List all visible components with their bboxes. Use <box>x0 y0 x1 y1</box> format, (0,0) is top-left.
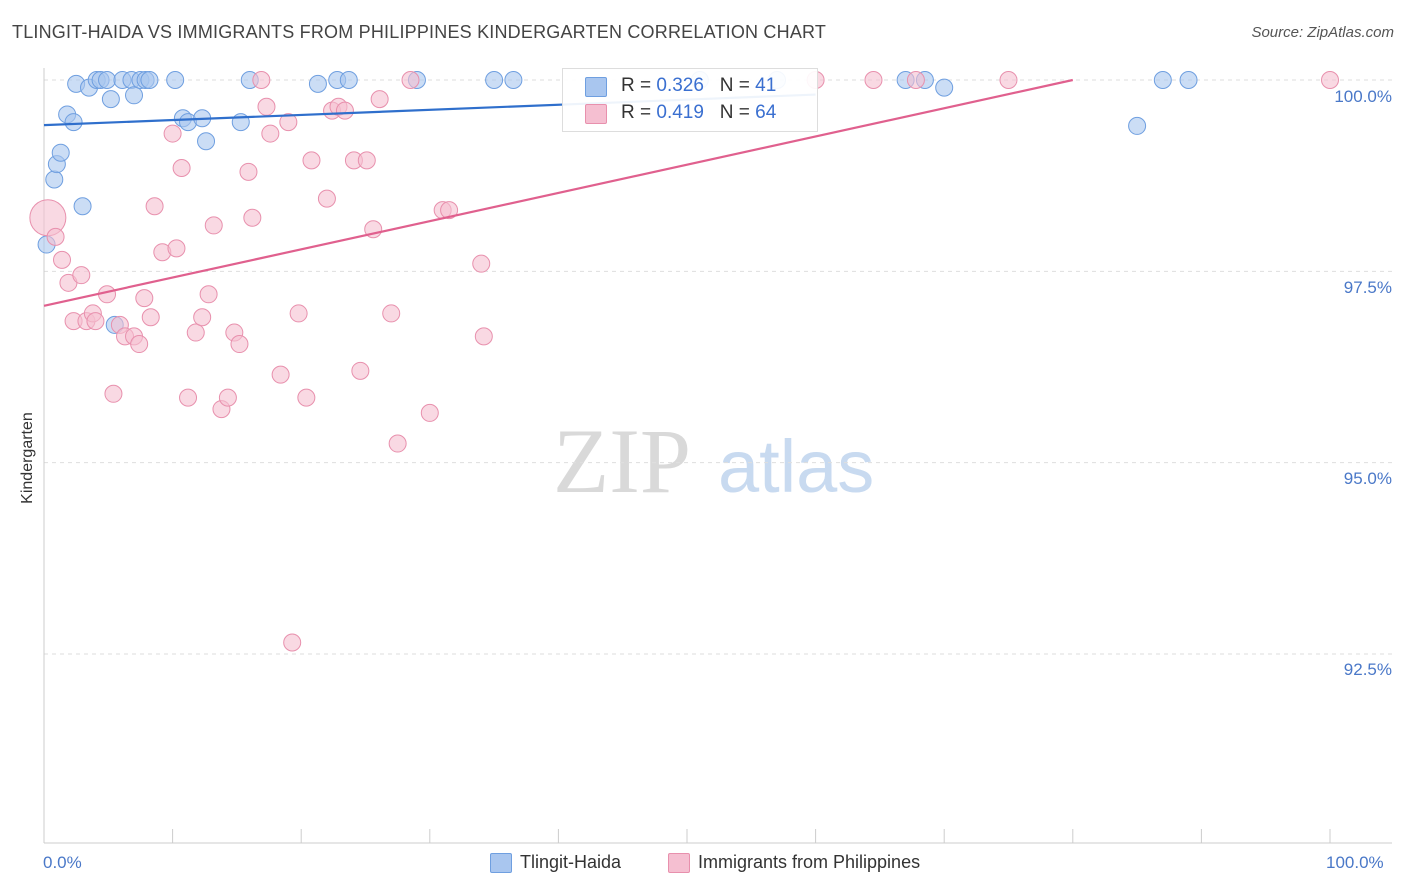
chart-title: TLINGIT-HAIDA VS IMMIGRANTS FROM PHILIPP… <box>12 22 827 42</box>
philippines-point <box>401 71 420 89</box>
philippines-point <box>257 97 276 116</box>
philippines-point <box>474 327 493 346</box>
tlingit-haida-point <box>935 78 954 97</box>
philippines-point <box>218 388 237 407</box>
philippines-point <box>179 388 198 407</box>
legend-r-label: R = <box>621 75 657 96</box>
philippines-point <box>440 201 459 220</box>
tlingit-haida-point <box>140 71 159 89</box>
tlingit-haida-point <box>197 132 216 151</box>
philippines-point <box>135 289 154 308</box>
philippines-point <box>193 308 212 327</box>
philippines-point <box>72 266 91 285</box>
philippines-point <box>388 434 407 453</box>
tlingit-haida-point <box>166 71 185 89</box>
philippines-point <box>243 208 262 227</box>
philippines-point <box>302 151 321 170</box>
philippines-point <box>163 124 182 143</box>
philippines-point <box>999 71 1018 89</box>
philippines-point <box>53 250 72 269</box>
y-tick-label: 100.0% <box>1334 87 1392 106</box>
philippines-point <box>239 162 258 181</box>
legend-n-value: 41 <box>755 75 777 96</box>
philippines-trend-line <box>43 78 1074 307</box>
watermark-atlas: atlas <box>718 425 874 508</box>
philippines-point <box>864 71 883 89</box>
tlingit-haida-point <box>45 170 64 189</box>
stats-legend: R = 0.326 N = 41 R = 0.419 N = 64 <box>562 68 818 132</box>
tlingit-haida-point <box>51 143 70 162</box>
philippines-point <box>283 633 302 652</box>
tlingit-haida-point <box>485 71 504 89</box>
legend-swatch-blue <box>490 853 512 873</box>
tlingit-haida-point <box>98 71 117 89</box>
tlingit-haida-point <box>1179 71 1198 89</box>
legend-n-label: N = <box>719 102 756 123</box>
legend-swatch-pink <box>585 104 607 124</box>
philippines-point <box>420 403 439 422</box>
philippines-point <box>261 124 280 143</box>
legend-r-value: 0.326 <box>656 75 704 96</box>
philippines-point <box>906 71 925 89</box>
philippines-point <box>297 388 316 407</box>
x-tick-label-right: 100.0% <box>1326 853 1384 872</box>
philippines-point <box>279 113 298 132</box>
tlingit-haida-point <box>504 71 523 89</box>
chart-source: Source: ZipAtlas.com <box>1251 24 1394 41</box>
tlingit-haida-point <box>339 71 358 89</box>
philippines-point <box>357 151 376 170</box>
philippines-point <box>145 197 164 216</box>
philippines-point <box>289 304 308 323</box>
y-tick-label: 95.0% <box>1343 469 1392 488</box>
watermark-zip: ZIP <box>553 410 691 512</box>
y-tick-label: 92.5% <box>1343 660 1392 679</box>
tlingit-haida-point <box>73 197 92 216</box>
philippines-point <box>46 227 65 246</box>
philippines-point <box>382 304 401 323</box>
legend-n-label: N = <box>719 75 756 96</box>
x-tick-label-left: 0.0% <box>43 853 82 872</box>
legend-r-value: 0.419 <box>656 102 704 123</box>
legend-n-value: 64 <box>755 102 777 123</box>
legend-label-tlingit-haida: Tlingit-Haida <box>520 852 622 872</box>
philippines-point <box>167 239 186 258</box>
tlingit-haida-point <box>308 74 327 93</box>
philippines-point <box>230 335 249 354</box>
philippines-point <box>351 361 370 380</box>
y-tick-label: 97.5% <box>1343 278 1392 297</box>
philippines-point <box>130 335 149 354</box>
philippines-point <box>271 365 290 384</box>
philippines-point <box>186 323 205 342</box>
legend-r-label: R = <box>621 102 657 123</box>
philippines-point <box>472 254 491 273</box>
philippines-point <box>1321 71 1339 89</box>
philippines-point <box>252 71 271 89</box>
tlingit-haida-point <box>101 90 120 109</box>
philippines-point <box>204 216 223 235</box>
philippines-point <box>370 90 389 109</box>
philippines-point <box>141 308 160 327</box>
philippines-point <box>86 312 105 331</box>
tlingit-haida-point <box>64 113 83 132</box>
tlingit-haida-point <box>1128 116 1147 135</box>
philippines-point <box>172 159 191 178</box>
legend-swatch-pink <box>668 853 690 873</box>
legend-swatch-blue <box>585 77 607 97</box>
tlingit-haida-point <box>125 86 144 105</box>
philippines-point <box>104 384 123 403</box>
philippines-point <box>199 285 218 304</box>
philippines-point <box>335 101 354 120</box>
tlingit-haida-point <box>1153 71 1172 89</box>
legend-label-philippines: Immigrants from Philippines <box>698 852 921 872</box>
philippines-point <box>317 189 336 208</box>
